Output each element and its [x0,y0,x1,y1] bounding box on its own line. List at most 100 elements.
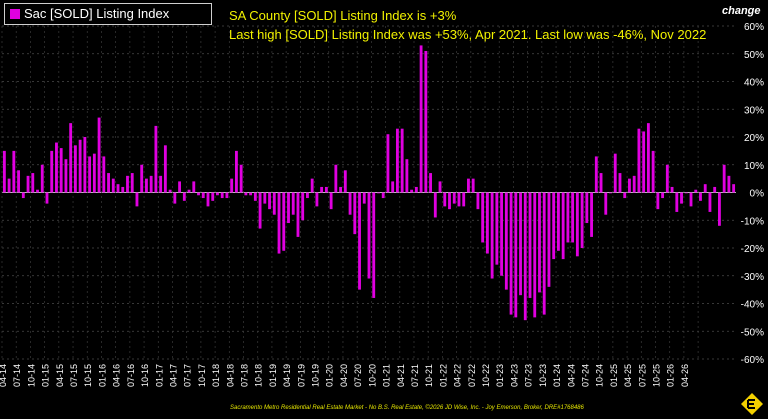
footer-credit: Sacramento Metro Residential Real Estate… [230,405,584,411]
x-tick-label: 10-18 [254,364,264,387]
x-tick-label: 10-21 [424,364,434,387]
x-tick-label: 10-19 [311,364,321,387]
x-tick-label: 04-16 [112,364,122,387]
bar [604,192,608,215]
y-tick-label: 40% [744,78,764,89]
x-tick-label: 01-24 [552,364,562,387]
x-tick-label: 01-15 [41,364,51,387]
bar [339,186,343,193]
x-tick-label: 04-19 [282,364,292,387]
headline-high-low: Last high [SOLD] Listing Index was +53%,… [229,27,707,42]
bar [661,192,665,199]
x-tick-labels: 04-14 07-14 10-14 01-15 04-15 07-15 10-15 01-16… [0,364,690,387]
x-tick-label: 04-14 [0,364,8,387]
y-tick-label: 50% [744,50,764,61]
bar [675,192,679,212]
bar [315,192,319,207]
bar [566,192,570,243]
x-tick-label: 01-20 [325,364,335,387]
bar [405,159,409,193]
bar [448,192,451,210]
x-tick-label: 04-25 [623,364,633,387]
bar [26,175,30,193]
bar [268,192,271,210]
bar [718,192,721,226]
x-tick-label: 01-16 [97,364,107,387]
bar [107,173,110,193]
bar [159,175,163,193]
bar [234,150,238,193]
bar [111,178,115,193]
bar [230,178,234,193]
y-tick-label: 0% [750,189,765,200]
bar [646,123,650,193]
y-tick-label: -50% [741,327,764,338]
x-tick-label: 04-20 [339,364,349,387]
bar [145,178,148,193]
bar [585,192,589,224]
bar [21,192,25,199]
bar [452,192,456,204]
bar [272,192,276,215]
bar [467,178,470,193]
bar [173,192,177,204]
bar [249,192,253,196]
bar [182,192,186,201]
bar [523,192,527,321]
bar [542,192,546,315]
bar [92,153,96,193]
x-tick-label: 07-23 [524,364,534,387]
bar [632,175,636,193]
bar [201,192,205,199]
bar [367,192,371,279]
y-tick-label: -30% [741,272,764,283]
x-tick-label: 04-21 [396,364,406,387]
y-tick-label: -40% [741,300,764,311]
x-tick-label: 10-14 [26,364,36,387]
bar [220,192,224,199]
bar [670,186,674,193]
bar [187,189,191,193]
bar [414,186,418,193]
bar [17,170,20,193]
bar [102,156,106,193]
bar [438,181,442,193]
y-tick-label: -20% [741,244,764,255]
bar [443,192,447,207]
bar [64,159,68,193]
bar [495,192,499,265]
bar [287,192,290,224]
bar [197,192,200,196]
bar [684,192,688,194]
bar [277,192,281,254]
bar [557,192,560,251]
bar [263,192,267,204]
x-tick-label: 01-26 [666,364,676,387]
y-tick-label: 60% [744,22,764,33]
bar [471,178,475,193]
x-tick-label: 01-18 [211,364,221,387]
bar [362,192,366,204]
bar [2,150,6,193]
bar [395,128,399,193]
bar [457,192,461,207]
bar [225,192,229,199]
legend: Sac [SOLD] Listing Index [4,3,212,25]
bar [609,192,612,194]
bar [391,181,395,193]
bar [689,192,693,207]
bar [485,192,489,254]
legend-swatch [10,9,20,19]
bar [419,45,423,193]
bar [571,192,575,243]
bar [599,173,603,193]
x-tick-label: 07-17 [183,364,193,387]
x-tick-label: 01-22 [438,364,448,387]
bar [651,150,655,193]
bar [722,164,726,193]
bar [178,181,181,193]
bar [694,189,698,193]
bar [12,150,16,193]
bar [727,175,731,193]
bar [130,173,134,193]
